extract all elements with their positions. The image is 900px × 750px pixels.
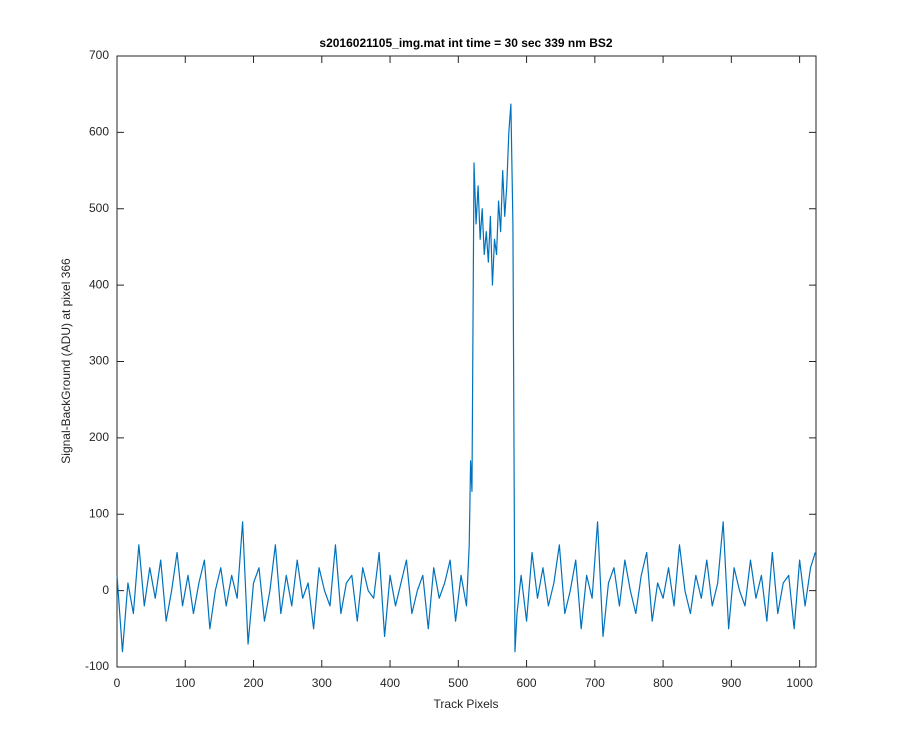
- x-tick-label: 1000: [786, 676, 813, 690]
- y-tick-label: 100: [89, 506, 109, 520]
- x-tick-label: 600: [517, 676, 537, 690]
- y-tick-label: 300: [89, 354, 109, 368]
- x-tick-label: 100: [175, 676, 195, 690]
- x-tick-label: 700: [585, 676, 605, 690]
- x-tick-label: 300: [312, 676, 332, 690]
- x-tick-label: 900: [721, 676, 741, 690]
- y-tick-label: 500: [89, 201, 109, 215]
- x-axis-label: Track Pixels: [434, 697, 499, 711]
- y-axis-label: Signal-BackGround (ADU) at pixel 366: [59, 258, 73, 464]
- y-tick-label: 400: [89, 277, 109, 291]
- y-tick-label: 200: [89, 430, 109, 444]
- y-tick-label: 700: [89, 48, 109, 62]
- x-tick-label: 400: [380, 676, 400, 690]
- y-tick-label: -100: [85, 659, 109, 673]
- y-tick-label: 0: [102, 583, 109, 597]
- x-tick-label: 800: [653, 676, 673, 690]
- x-tick-label: 500: [448, 676, 468, 690]
- x-tick-label: 200: [244, 676, 264, 690]
- data-line: [116, 103, 816, 653]
- x-tick-label: 0: [114, 676, 121, 690]
- chart-title: s2016021105_img.mat int time = 30 sec 33…: [319, 36, 613, 50]
- y-tick-label: 600: [89, 125, 109, 139]
